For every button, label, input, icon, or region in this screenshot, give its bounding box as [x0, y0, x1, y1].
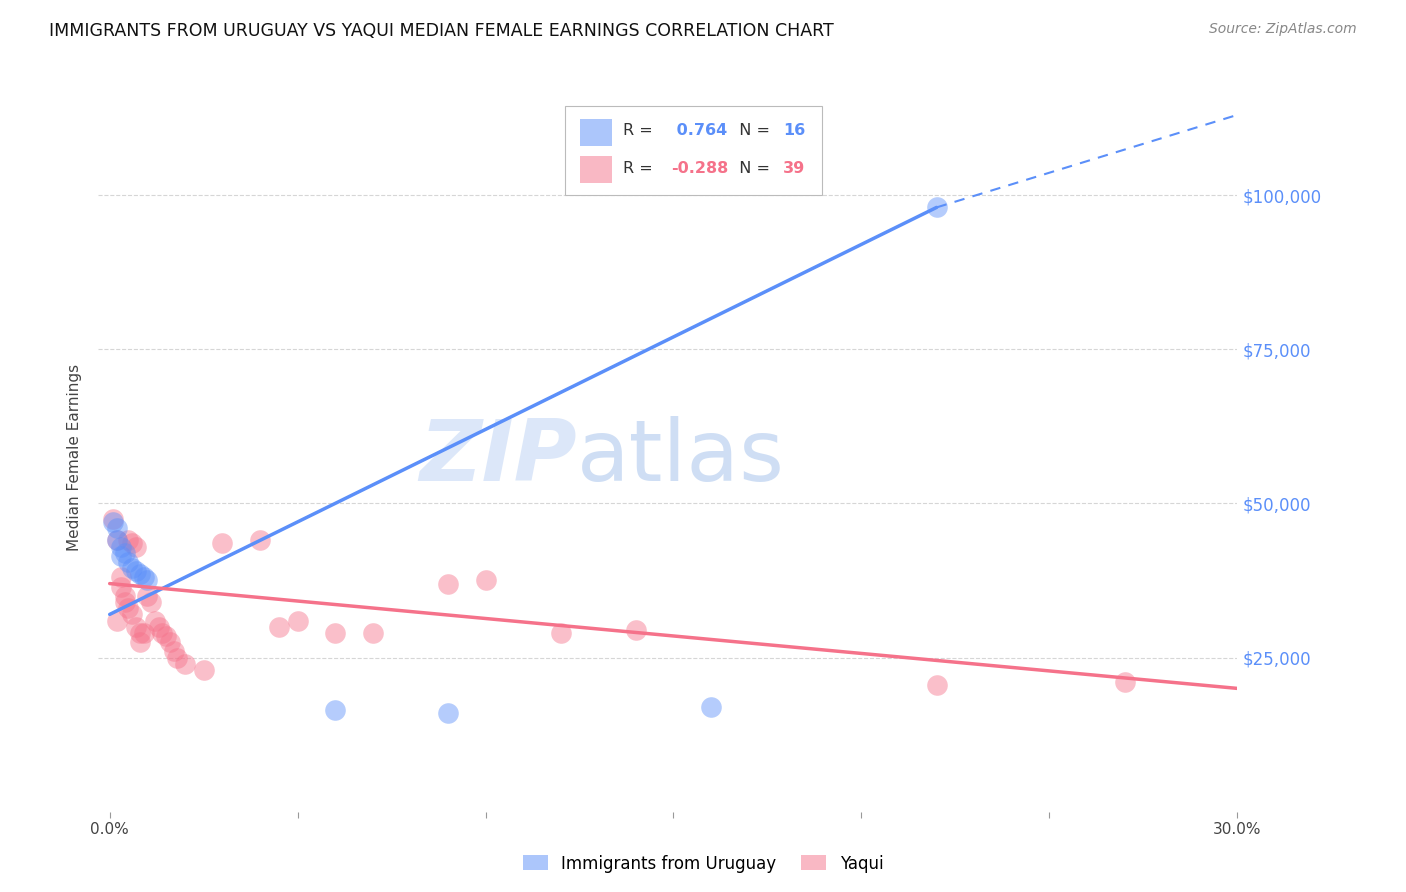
Point: [110, 540, 132, 554]
Text: IMMIGRANTS FROM URUGUAY VS YAQUI MEDIAN FEMALE EARNINGS CORRELATION CHART: IMMIGRANTS FROM URUGUAY VS YAQUI MEDIAN …: [49, 22, 834, 40]
FancyBboxPatch shape: [565, 106, 821, 194]
Point: [117, 533, 139, 548]
Point: [159, 635, 181, 649]
Point: [323, 626, 346, 640]
Point: [925, 201, 948, 215]
Point: [437, 576, 460, 591]
Text: 16: 16: [783, 123, 806, 138]
Point: [474, 574, 496, 588]
Point: [105, 533, 128, 548]
Point: [128, 567, 150, 582]
Point: [700, 699, 723, 714]
Text: -0.288: -0.288: [671, 161, 728, 176]
Point: [128, 635, 150, 649]
Point: [162, 644, 184, 658]
Point: [114, 546, 136, 560]
Point: [110, 570, 132, 584]
Point: [437, 706, 460, 720]
Text: N =: N =: [730, 161, 776, 176]
Point: [121, 607, 143, 622]
Point: [143, 614, 166, 628]
Point: [114, 589, 136, 603]
Point: [114, 595, 136, 609]
Point: [117, 601, 139, 615]
Text: N =: N =: [730, 123, 776, 138]
Point: [361, 626, 384, 640]
Text: 39: 39: [783, 161, 806, 176]
Point: [105, 614, 128, 628]
Text: R =: R =: [623, 161, 658, 176]
Point: [1114, 675, 1136, 690]
Point: [249, 533, 271, 548]
Point: [110, 549, 132, 563]
FancyBboxPatch shape: [581, 120, 612, 146]
Point: [136, 589, 159, 603]
Y-axis label: Median Female Earnings: Median Female Earnings: [67, 364, 83, 550]
Text: Source: ZipAtlas.com: Source: ZipAtlas.com: [1209, 22, 1357, 37]
Point: [267, 620, 290, 634]
Text: atlas: atlas: [576, 416, 785, 499]
Point: [105, 521, 128, 535]
Point: [117, 555, 139, 569]
Point: [193, 663, 215, 677]
Point: [125, 540, 148, 554]
Point: [125, 620, 148, 634]
Point: [125, 564, 148, 578]
Point: [211, 536, 233, 550]
Point: [105, 533, 128, 548]
Point: [148, 620, 170, 634]
Point: [550, 626, 572, 640]
Legend: Immigrants from Uruguay, Yaqui: Immigrants from Uruguay, Yaqui: [516, 848, 890, 880]
Point: [287, 614, 309, 628]
Point: [136, 574, 159, 588]
Point: [624, 623, 647, 637]
Point: [166, 650, 188, 665]
Point: [121, 536, 143, 550]
Point: [121, 561, 143, 575]
Point: [103, 512, 125, 526]
Point: [110, 580, 132, 594]
Point: [323, 703, 346, 717]
Point: [103, 515, 125, 529]
Point: [150, 626, 173, 640]
Point: [132, 570, 155, 584]
Point: [128, 626, 150, 640]
Point: [173, 657, 195, 671]
Point: [925, 678, 948, 692]
Point: [139, 595, 162, 609]
Text: 0.764: 0.764: [671, 123, 727, 138]
FancyBboxPatch shape: [581, 156, 612, 183]
Point: [155, 629, 177, 643]
Point: [132, 626, 155, 640]
Text: ZIP: ZIP: [419, 416, 576, 499]
Text: R =: R =: [623, 123, 658, 138]
